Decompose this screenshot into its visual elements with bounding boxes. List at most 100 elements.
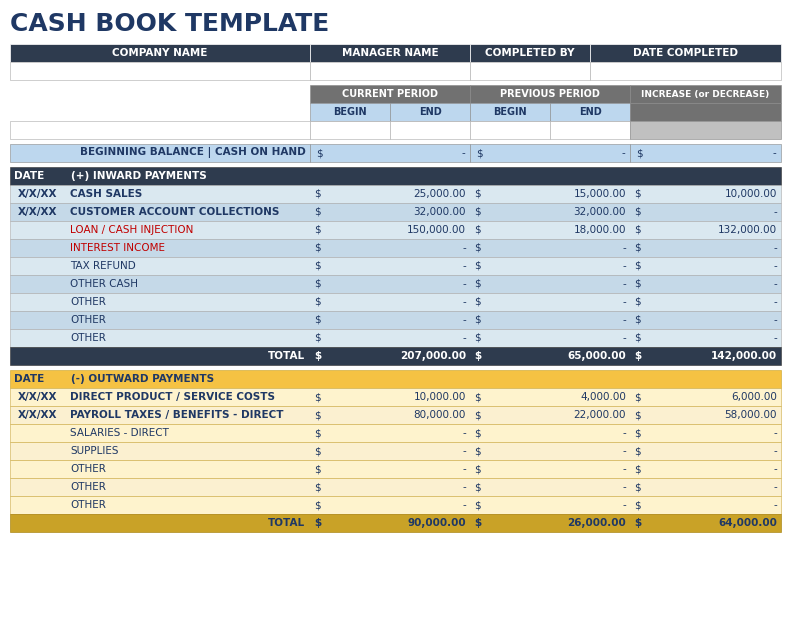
Text: 25,000.00: 25,000.00 xyxy=(414,189,466,199)
Text: OTHER: OTHER xyxy=(70,333,106,343)
Text: -: - xyxy=(774,464,777,474)
Bar xyxy=(590,62,781,80)
Text: $: $ xyxy=(634,428,641,438)
Text: $: $ xyxy=(634,207,641,217)
Text: $: $ xyxy=(316,148,323,158)
Text: X/X/XX: X/X/XX xyxy=(17,410,57,420)
Bar xyxy=(550,103,630,121)
Text: 90,000.00: 90,000.00 xyxy=(407,518,466,528)
Bar xyxy=(10,144,310,162)
Text: -: - xyxy=(461,148,465,158)
Text: 4,000.00: 4,000.00 xyxy=(580,392,626,402)
Text: -: - xyxy=(621,148,625,158)
Text: TOTAL: TOTAL xyxy=(268,351,305,361)
Text: -: - xyxy=(462,482,466,492)
Text: $: $ xyxy=(474,482,481,492)
Text: -: - xyxy=(462,261,466,271)
Text: -: - xyxy=(623,464,626,474)
Text: $: $ xyxy=(314,333,320,343)
Text: $: $ xyxy=(314,482,320,492)
Text: OTHER: OTHER xyxy=(70,482,106,492)
Text: $: $ xyxy=(314,500,320,510)
Text: 10,000.00: 10,000.00 xyxy=(725,189,777,199)
Bar xyxy=(630,103,781,121)
Text: 207,000.00: 207,000.00 xyxy=(400,351,466,361)
Text: DIRECT PRODUCT / SERVICE COSTS: DIRECT PRODUCT / SERVICE COSTS xyxy=(70,392,275,402)
Text: $: $ xyxy=(314,261,320,271)
Text: COMPLETED BY: COMPLETED BY xyxy=(485,48,575,58)
Text: $: $ xyxy=(634,297,641,307)
Text: 22,000.00: 22,000.00 xyxy=(573,410,626,420)
Text: -: - xyxy=(462,279,466,289)
Bar xyxy=(10,496,781,514)
Text: (+) INWARD PAYMENTS: (+) INWARD PAYMENTS xyxy=(71,171,206,181)
Text: -: - xyxy=(774,482,777,492)
Text: 32,000.00: 32,000.00 xyxy=(573,207,626,217)
Text: OTHER: OTHER xyxy=(70,315,106,325)
Bar xyxy=(470,85,630,103)
Text: 132,000.00: 132,000.00 xyxy=(718,225,777,235)
Bar xyxy=(10,311,781,329)
Text: $: $ xyxy=(474,315,481,325)
Text: CASH BOOK TEMPLATE: CASH BOOK TEMPLATE xyxy=(10,12,329,36)
Text: TAX REFUND: TAX REFUND xyxy=(70,261,136,271)
Text: X/X/XX: X/X/XX xyxy=(17,207,57,217)
Bar xyxy=(310,62,470,80)
Text: LOAN / CASH INJECTION: LOAN / CASH INJECTION xyxy=(70,225,193,235)
Bar xyxy=(10,293,781,311)
Bar xyxy=(470,144,630,162)
Text: $: $ xyxy=(314,446,320,456)
Bar xyxy=(10,203,781,221)
Text: $: $ xyxy=(634,351,642,361)
Text: $: $ xyxy=(634,225,641,235)
Text: $: $ xyxy=(634,464,641,474)
Text: $: $ xyxy=(474,243,481,253)
Text: -: - xyxy=(462,500,466,510)
Text: $: $ xyxy=(476,148,483,158)
Text: 6,000.00: 6,000.00 xyxy=(731,392,777,402)
Text: $: $ xyxy=(634,392,641,402)
Text: $: $ xyxy=(314,351,321,361)
Text: -: - xyxy=(623,482,626,492)
Text: $: $ xyxy=(474,279,481,289)
Text: -: - xyxy=(774,315,777,325)
Text: OTHER: OTHER xyxy=(70,297,106,307)
Bar xyxy=(10,460,781,478)
Text: $: $ xyxy=(314,315,320,325)
Text: $: $ xyxy=(314,243,320,253)
Text: MANAGER NAME: MANAGER NAME xyxy=(342,48,438,58)
Text: 65,000.00: 65,000.00 xyxy=(567,351,626,361)
Text: -: - xyxy=(623,297,626,307)
Text: INTEREST INCOME: INTEREST INCOME xyxy=(70,243,165,253)
Bar xyxy=(10,514,781,532)
Text: -: - xyxy=(462,333,466,343)
Text: 142,000.00: 142,000.00 xyxy=(711,351,777,361)
Text: 80,000.00: 80,000.00 xyxy=(414,410,466,420)
Bar xyxy=(470,103,550,121)
Bar xyxy=(390,103,470,121)
Text: X/X/XX: X/X/XX xyxy=(17,189,57,199)
Text: CUSTOMER ACCOUNT COLLECTIONS: CUSTOMER ACCOUNT COLLECTIONS xyxy=(70,207,279,217)
Bar xyxy=(10,388,781,406)
Text: END: END xyxy=(418,107,441,117)
Text: -: - xyxy=(623,333,626,343)
Bar xyxy=(470,121,550,139)
Bar xyxy=(390,121,470,139)
Text: -: - xyxy=(774,207,777,217)
Text: -: - xyxy=(774,333,777,343)
Text: DATE COMPLETED: DATE COMPLETED xyxy=(633,48,738,58)
Text: -: - xyxy=(772,148,776,158)
Text: -: - xyxy=(623,243,626,253)
Text: -: - xyxy=(462,446,466,456)
Text: 26,000.00: 26,000.00 xyxy=(567,518,626,528)
Text: OTHER: OTHER xyxy=(70,500,106,510)
Text: SALARIES - DIRECT: SALARIES - DIRECT xyxy=(70,428,168,438)
Bar xyxy=(550,121,630,139)
Bar xyxy=(10,44,310,62)
Text: (-) OUTWARD PAYMENTS: (-) OUTWARD PAYMENTS xyxy=(71,374,214,384)
Text: PREVIOUS PERIOD: PREVIOUS PERIOD xyxy=(500,89,600,99)
Bar xyxy=(10,121,310,139)
Text: $: $ xyxy=(314,207,320,217)
Text: TOTAL: TOTAL xyxy=(268,518,305,528)
Text: 15,000.00: 15,000.00 xyxy=(573,189,626,199)
